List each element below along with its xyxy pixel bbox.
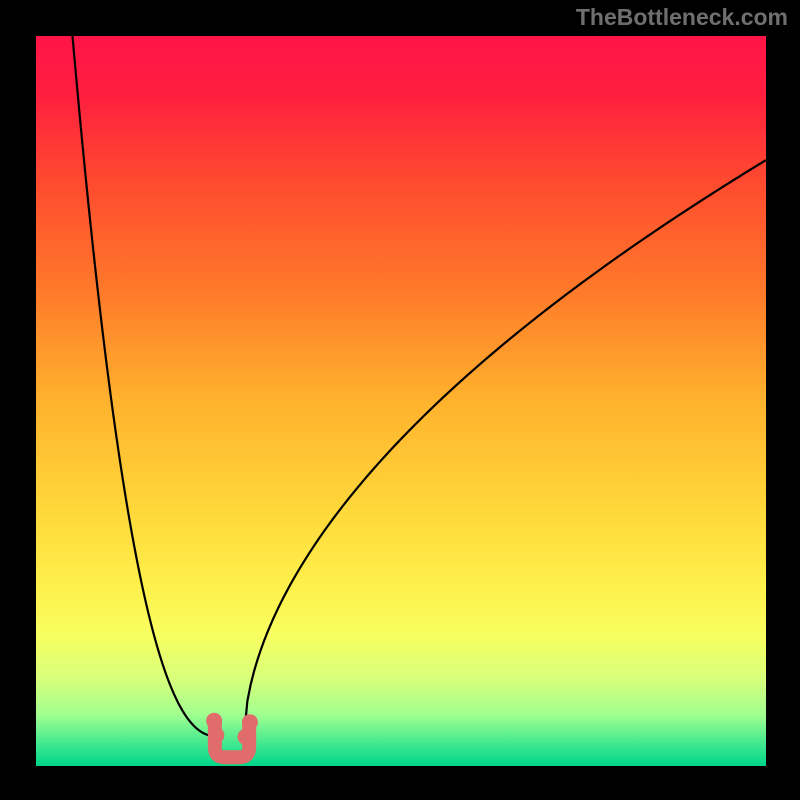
chart-container: { "watermark": { "text": "TheBottleneck.… xyxy=(0,0,800,800)
plot-area xyxy=(36,36,766,766)
minimum-marker-dot xyxy=(206,713,222,729)
watermark-text: TheBottleneck.com xyxy=(576,4,788,31)
minimum-marker-dot xyxy=(242,714,258,730)
right-curve xyxy=(244,160,766,737)
minimum-marker-dot xyxy=(208,727,224,743)
curve-overlay xyxy=(36,36,766,766)
left-curve xyxy=(73,36,220,737)
minimum-marker-dot xyxy=(238,729,254,745)
